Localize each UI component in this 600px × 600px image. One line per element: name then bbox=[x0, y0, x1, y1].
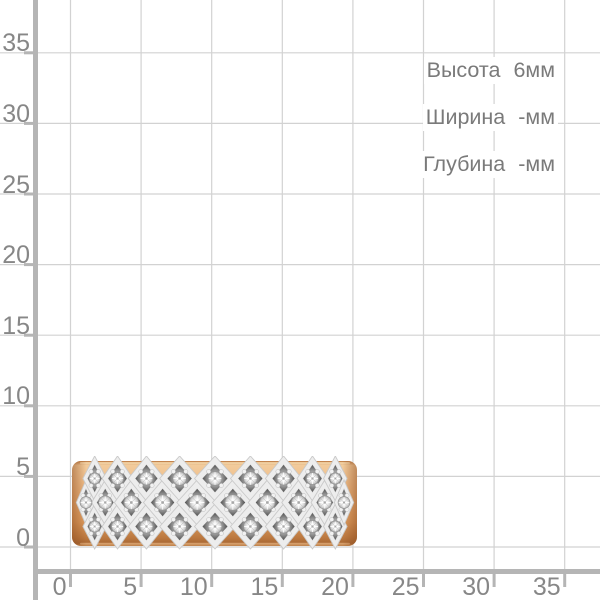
y-axis-label: 10 bbox=[2, 382, 30, 411]
y-axis-label: 0 bbox=[16, 523, 30, 552]
x-axis-label: 0 bbox=[52, 573, 67, 600]
x-axis-label: 20 bbox=[321, 573, 349, 600]
y-axis-label: 5 bbox=[16, 452, 30, 481]
x-axis-label: 10 bbox=[179, 573, 208, 600]
spec-height-value: 6мм bbox=[513, 58, 555, 82]
ring-image bbox=[72, 456, 357, 550]
x-axis-label: 15 bbox=[250, 573, 279, 600]
spec-height-label: Высота bbox=[426, 58, 501, 82]
x-axis-label: 35 bbox=[532, 573, 561, 600]
x-axis-label: 30 bbox=[462, 573, 491, 600]
spec-depth-value: -мм bbox=[518, 152, 555, 176]
x-axis-label: 5 bbox=[123, 573, 138, 600]
spec-width-label: Ширина bbox=[425, 105, 506, 129]
x-axis-label: 25 bbox=[391, 573, 420, 600]
dimensions-list: Высота 6мм Ширина -мм Глубина -мм bbox=[420, 57, 558, 178]
spec-width: Ширина -мм bbox=[422, 104, 558, 131]
y-axis-label: 35 bbox=[2, 29, 30, 58]
spec-width-value: -мм bbox=[518, 105, 555, 129]
y-axis-label: 30 bbox=[2, 99, 30, 128]
y-axis-label: 15 bbox=[2, 311, 30, 340]
spec-depth-label: Глубина bbox=[423, 152, 506, 176]
y-axis-label: 20 bbox=[2, 241, 30, 270]
spec-height: Высота 6мм bbox=[423, 57, 558, 84]
spec-depth: Глубина -мм bbox=[420, 151, 558, 178]
y-axis-label: 25 bbox=[2, 170, 30, 199]
